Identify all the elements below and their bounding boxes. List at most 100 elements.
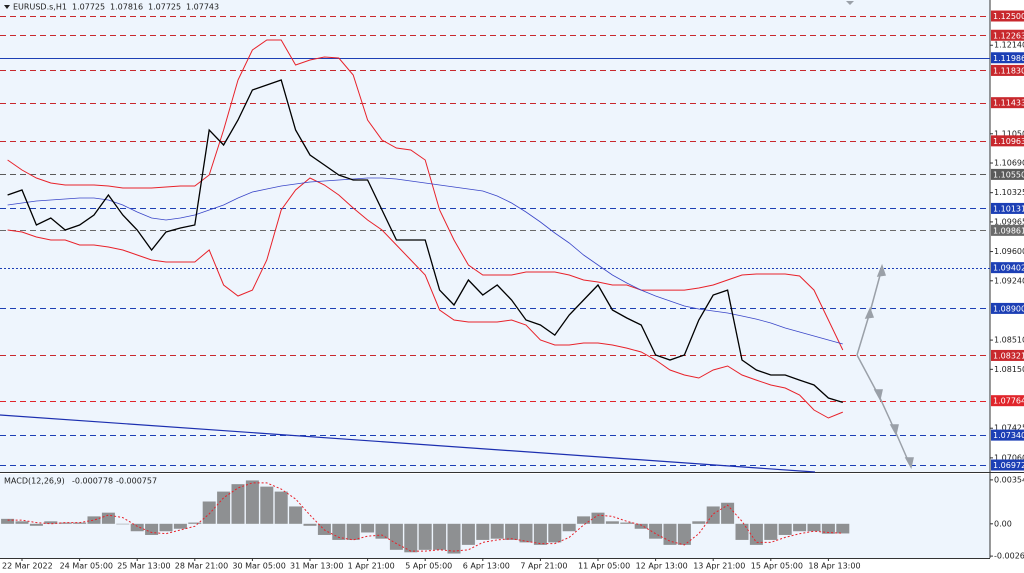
- level-label: 1.12500: [993, 12, 1024, 21]
- histogram-bar: [605, 521, 619, 524]
- histogram-bar: [361, 523, 375, 533]
- histogram-bar: [130, 523, 144, 532]
- histogram-bar: [44, 521, 58, 524]
- quote-value: -0.000778: [72, 477, 113, 486]
- level-label-box: [991, 429, 1024, 441]
- histogram-bar: [505, 523, 519, 540]
- level-label-box: [991, 64, 1024, 76]
- arrow-head: [904, 457, 914, 470]
- histogram-bar: [793, 523, 807, 532]
- histogram-bar: [447, 523, 461, 554]
- x-tick-label: 6 Apr 13:00: [463, 562, 510, 571]
- histogram-bar: [548, 523, 562, 543]
- level-label: 1.10963: [993, 137, 1024, 146]
- x-tick-label: 7 Apr 21:00: [520, 562, 567, 571]
- indicator-title: MACD(12,26,9): [4, 477, 65, 486]
- level-label-box: [991, 202, 1024, 214]
- level-label: 1.07764: [993, 397, 1024, 406]
- series-line: [7, 79, 843, 404]
- x-tick-label: 22 Mar 2022: [2, 562, 53, 571]
- histogram-bar: [620, 522, 634, 524]
- x-tick-label: 28 Mar 21:00: [175, 562, 228, 571]
- trendline: [0, 414, 816, 473]
- level-label: 1.06972: [993, 461, 1024, 470]
- y-tick-label: 1.10325: [994, 188, 1024, 197]
- histogram-bar: [116, 523, 130, 525]
- histogram-bar: [145, 523, 159, 535]
- level-label-box: [991, 168, 1024, 180]
- y-tick-label: 1.09240: [994, 276, 1024, 285]
- histogram-bar: [1, 518, 15, 524]
- y-tick-label: 1.07425: [994, 424, 1024, 433]
- level-label: 1.08900: [993, 304, 1024, 313]
- arrow-head: [864, 307, 875, 319]
- histogram-bar: [533, 523, 547, 545]
- histogram-bar: [29, 523, 43, 526]
- level-label: 1.11986: [993, 54, 1024, 63]
- histogram-bar: [778, 523, 792, 535]
- level-label-box: [991, 97, 1024, 109]
- histogram-bar: [274, 491, 288, 524]
- level-label-box: [991, 224, 1024, 236]
- histogram-bar: [433, 523, 447, 550]
- x-tick-label: 1 Apr 21:00: [348, 562, 395, 571]
- level-label: 1.09402: [993, 264, 1024, 273]
- histogram-bar: [173, 523, 187, 529]
- series-line: [7, 177, 843, 419]
- level-label-box: [991, 302, 1024, 314]
- histogram-bar: [764, 523, 778, 540]
- histogram-bar: [404, 523, 418, 553]
- level-label: 1.07340: [993, 431, 1024, 440]
- histogram-bar: [663, 523, 677, 545]
- histogram-bar: [202, 501, 216, 524]
- y-tick-label: 1.10690: [994, 159, 1024, 168]
- y-tick-label: 0.003545: [994, 475, 1024, 484]
- x-tick-label: 13 Apr 21:00: [693, 562, 745, 571]
- quote-value: 1.07743: [186, 3, 219, 12]
- chart-title: EURUSD.s,H1: [13, 3, 67, 12]
- histogram-bar: [562, 523, 576, 532]
- signal-line: [7, 482, 843, 552]
- histogram-bar: [58, 522, 72, 524]
- histogram-bar: [692, 521, 706, 524]
- projection-arrows: [856, 263, 914, 470]
- quote-value: 1.07816: [110, 3, 143, 12]
- histogram-bar: [836, 523, 850, 534]
- series-line: [7, 39, 844, 351]
- histogram-bar: [159, 523, 173, 532]
- x-tick-label: 15 Apr 05:00: [751, 562, 803, 571]
- x-tick-label: 30 Mar 05:00: [232, 562, 285, 571]
- histogram-bar: [260, 486, 274, 524]
- level-label-box: [991, 29, 1024, 41]
- level-label-box: [991, 395, 1024, 407]
- histogram-bar: [289, 506, 303, 524]
- y-tick-label: -0.002607: [994, 552, 1024, 561]
- y-tick-label: 1.09600: [994, 247, 1024, 256]
- histogram-bar: [87, 516, 101, 524]
- histogram-bar: [634, 523, 648, 529]
- histogram-bar: [591, 512, 605, 524]
- shift-marker: [846, 1, 854, 5]
- x-tick-label: 31 Mar 13:00: [290, 562, 343, 571]
- x-tick-label: 18 Apr 13:00: [808, 562, 860, 571]
- level-label: 1.10131: [993, 204, 1024, 213]
- histogram-bar: [807, 523, 821, 532]
- histogram-bar: [490, 523, 504, 539]
- level-label-box: [991, 135, 1024, 147]
- x-tick-label: 25 Mar 13:00: [117, 562, 170, 571]
- arrow-head: [889, 424, 899, 437]
- histogram-bar: [245, 480, 259, 524]
- projection-line: [856, 354, 911, 466]
- y-tick-label: 1.08150: [994, 365, 1024, 374]
- level-label: 1.11433: [993, 99, 1024, 108]
- x-tick-label: 12 Apr 13:00: [636, 562, 688, 571]
- series-line: [7, 177, 843, 345]
- histogram-bar: [15, 521, 29, 524]
- histogram-bar: [389, 523, 403, 550]
- histogram-bar: [303, 523, 317, 526]
- quote-value: 1.07725: [148, 3, 181, 12]
- histogram-bar: [735, 523, 749, 540]
- histogram-bar: [749, 523, 763, 545]
- arrow-head: [873, 389, 883, 402]
